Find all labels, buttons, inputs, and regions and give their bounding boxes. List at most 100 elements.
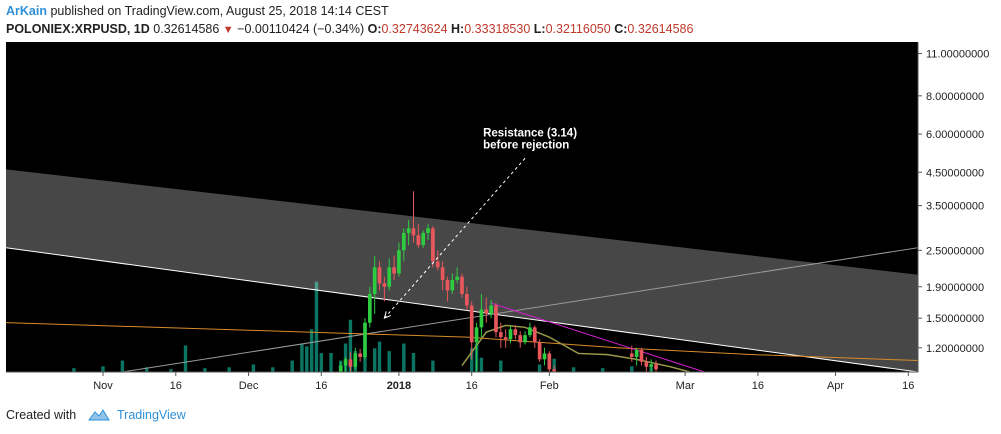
y-tick-label: 2.50000000 <box>926 245 984 257</box>
candle <box>629 345 634 362</box>
candle <box>367 286 372 328</box>
candle-body <box>435 261 440 268</box>
low-value: 0.32116050 <box>545 22 611 36</box>
candle <box>654 360 658 372</box>
symbol-label: POLONIEX:XRPUSD, 1D <box>6 22 150 36</box>
volume-bar <box>537 364 542 372</box>
x-tick-label: 16 <box>170 380 182 392</box>
x-axis[interactable]: Nov 16 Dec 16 2018 16 Feb Mar 16 Apr 16 <box>93 372 914 392</box>
candles-layer <box>338 191 658 372</box>
ohlc-legend: POLONIEX:XRPUSD, 1D 0.32614586 ▼ −0.0011… <box>6 22 693 36</box>
candle-body <box>338 365 343 372</box>
price-chart[interactable]: Resistance (3.14) before rejection 11.00… <box>5 42 998 396</box>
volume-bar <box>499 360 503 372</box>
candle-body <box>455 276 459 280</box>
volume-bar <box>387 351 391 372</box>
candle-body <box>367 293 372 323</box>
candle-body <box>411 228 416 236</box>
y-tick-label: 1.20000000 <box>926 343 984 355</box>
candle <box>513 325 518 340</box>
volume-bar <box>183 345 188 372</box>
candle-body <box>484 309 489 314</box>
close-label: C: <box>614 22 628 36</box>
chart-footer: Created with TradingView <box>0 396 1001 434</box>
price-change: −0.00110424 (−0.34%) <box>237 22 365 36</box>
x-tick-label: 16 <box>902 380 914 392</box>
close-value: 0.32614586 <box>627 22 694 36</box>
candle <box>489 299 493 319</box>
candle <box>363 318 367 360</box>
candle <box>644 356 649 372</box>
candle <box>542 347 547 366</box>
y-tick-label: 6.00000000 <box>926 129 984 141</box>
volume-bar <box>203 368 207 372</box>
high-value: 0.33318530 <box>464 22 531 36</box>
author-link[interactable]: ArKain <box>6 4 47 18</box>
candle-body <box>537 342 542 360</box>
publish-info: published on TradingView.com, August 25,… <box>50 4 389 18</box>
volume-bar <box>372 348 377 372</box>
candle <box>484 297 489 323</box>
candle-body <box>440 267 445 280</box>
candle-body <box>406 228 411 233</box>
candle <box>537 339 542 362</box>
x-tick-label: 16 <box>315 380 327 392</box>
candle <box>387 258 392 291</box>
chart-area[interactable]: Resistance (3.14) before rejection 11.00… <box>5 42 998 396</box>
candle-body <box>363 322 367 357</box>
volume-bar <box>144 367 149 372</box>
candle-body <box>358 353 362 357</box>
candle <box>406 220 411 246</box>
x-tick-label: 2018 <box>387 380 411 392</box>
volume-bar <box>479 357 484 372</box>
volume-bar <box>227 367 231 372</box>
candle <box>401 228 406 262</box>
y-tick-label: 1.50000000 <box>926 313 984 325</box>
volume-bar <box>411 353 416 372</box>
tradingview-cloud-icon[interactable] <box>87 406 111 422</box>
candle <box>431 226 435 268</box>
volume-bar <box>305 346 309 372</box>
x-tick-label: Dec <box>239 380 259 392</box>
candle-body <box>532 327 537 343</box>
y-tick-label: 4.50000000 <box>926 167 984 179</box>
volume-bar <box>630 366 634 372</box>
candle-body <box>343 359 348 366</box>
candle-body <box>445 279 450 291</box>
candle-body <box>634 350 639 357</box>
y-axis[interactable]: 11.00000000 8.00000000 6.00000000 4.5000000… <box>918 49 989 355</box>
volume-bar <box>314 281 319 372</box>
candle <box>426 223 430 241</box>
volume-bar <box>300 343 304 372</box>
volume-bar <box>72 368 76 372</box>
candle-body <box>377 267 382 284</box>
candle <box>639 347 644 366</box>
candle-body <box>348 359 353 367</box>
volume-bar <box>470 348 474 372</box>
x-tick-label: 16 <box>466 380 478 392</box>
candle-body <box>387 267 392 287</box>
candle-body <box>542 353 547 360</box>
volume-bar <box>101 366 105 372</box>
candle <box>353 347 358 370</box>
candle-body <box>489 305 493 314</box>
publish-line: ArKain published on TradingView.com, Aug… <box>6 4 389 18</box>
candle-body <box>401 232 406 251</box>
candle-body <box>372 267 377 294</box>
candle <box>377 261 382 291</box>
candle <box>528 322 532 338</box>
candle-body <box>654 364 658 370</box>
tradingview-link[interactable]: TradingView <box>117 408 186 422</box>
candle-body <box>397 250 401 274</box>
chart-header: ArKain published on TradingView.com, Aug… <box>0 0 1001 40</box>
candle <box>523 331 527 345</box>
volume-bar <box>363 348 367 372</box>
candle <box>460 273 464 298</box>
candle <box>358 348 362 362</box>
candle-body <box>382 283 387 287</box>
candle <box>508 325 513 344</box>
candle-body <box>416 235 421 246</box>
magenta-trendline <box>490 302 705 373</box>
candle <box>503 329 508 348</box>
plot-background <box>6 42 918 372</box>
